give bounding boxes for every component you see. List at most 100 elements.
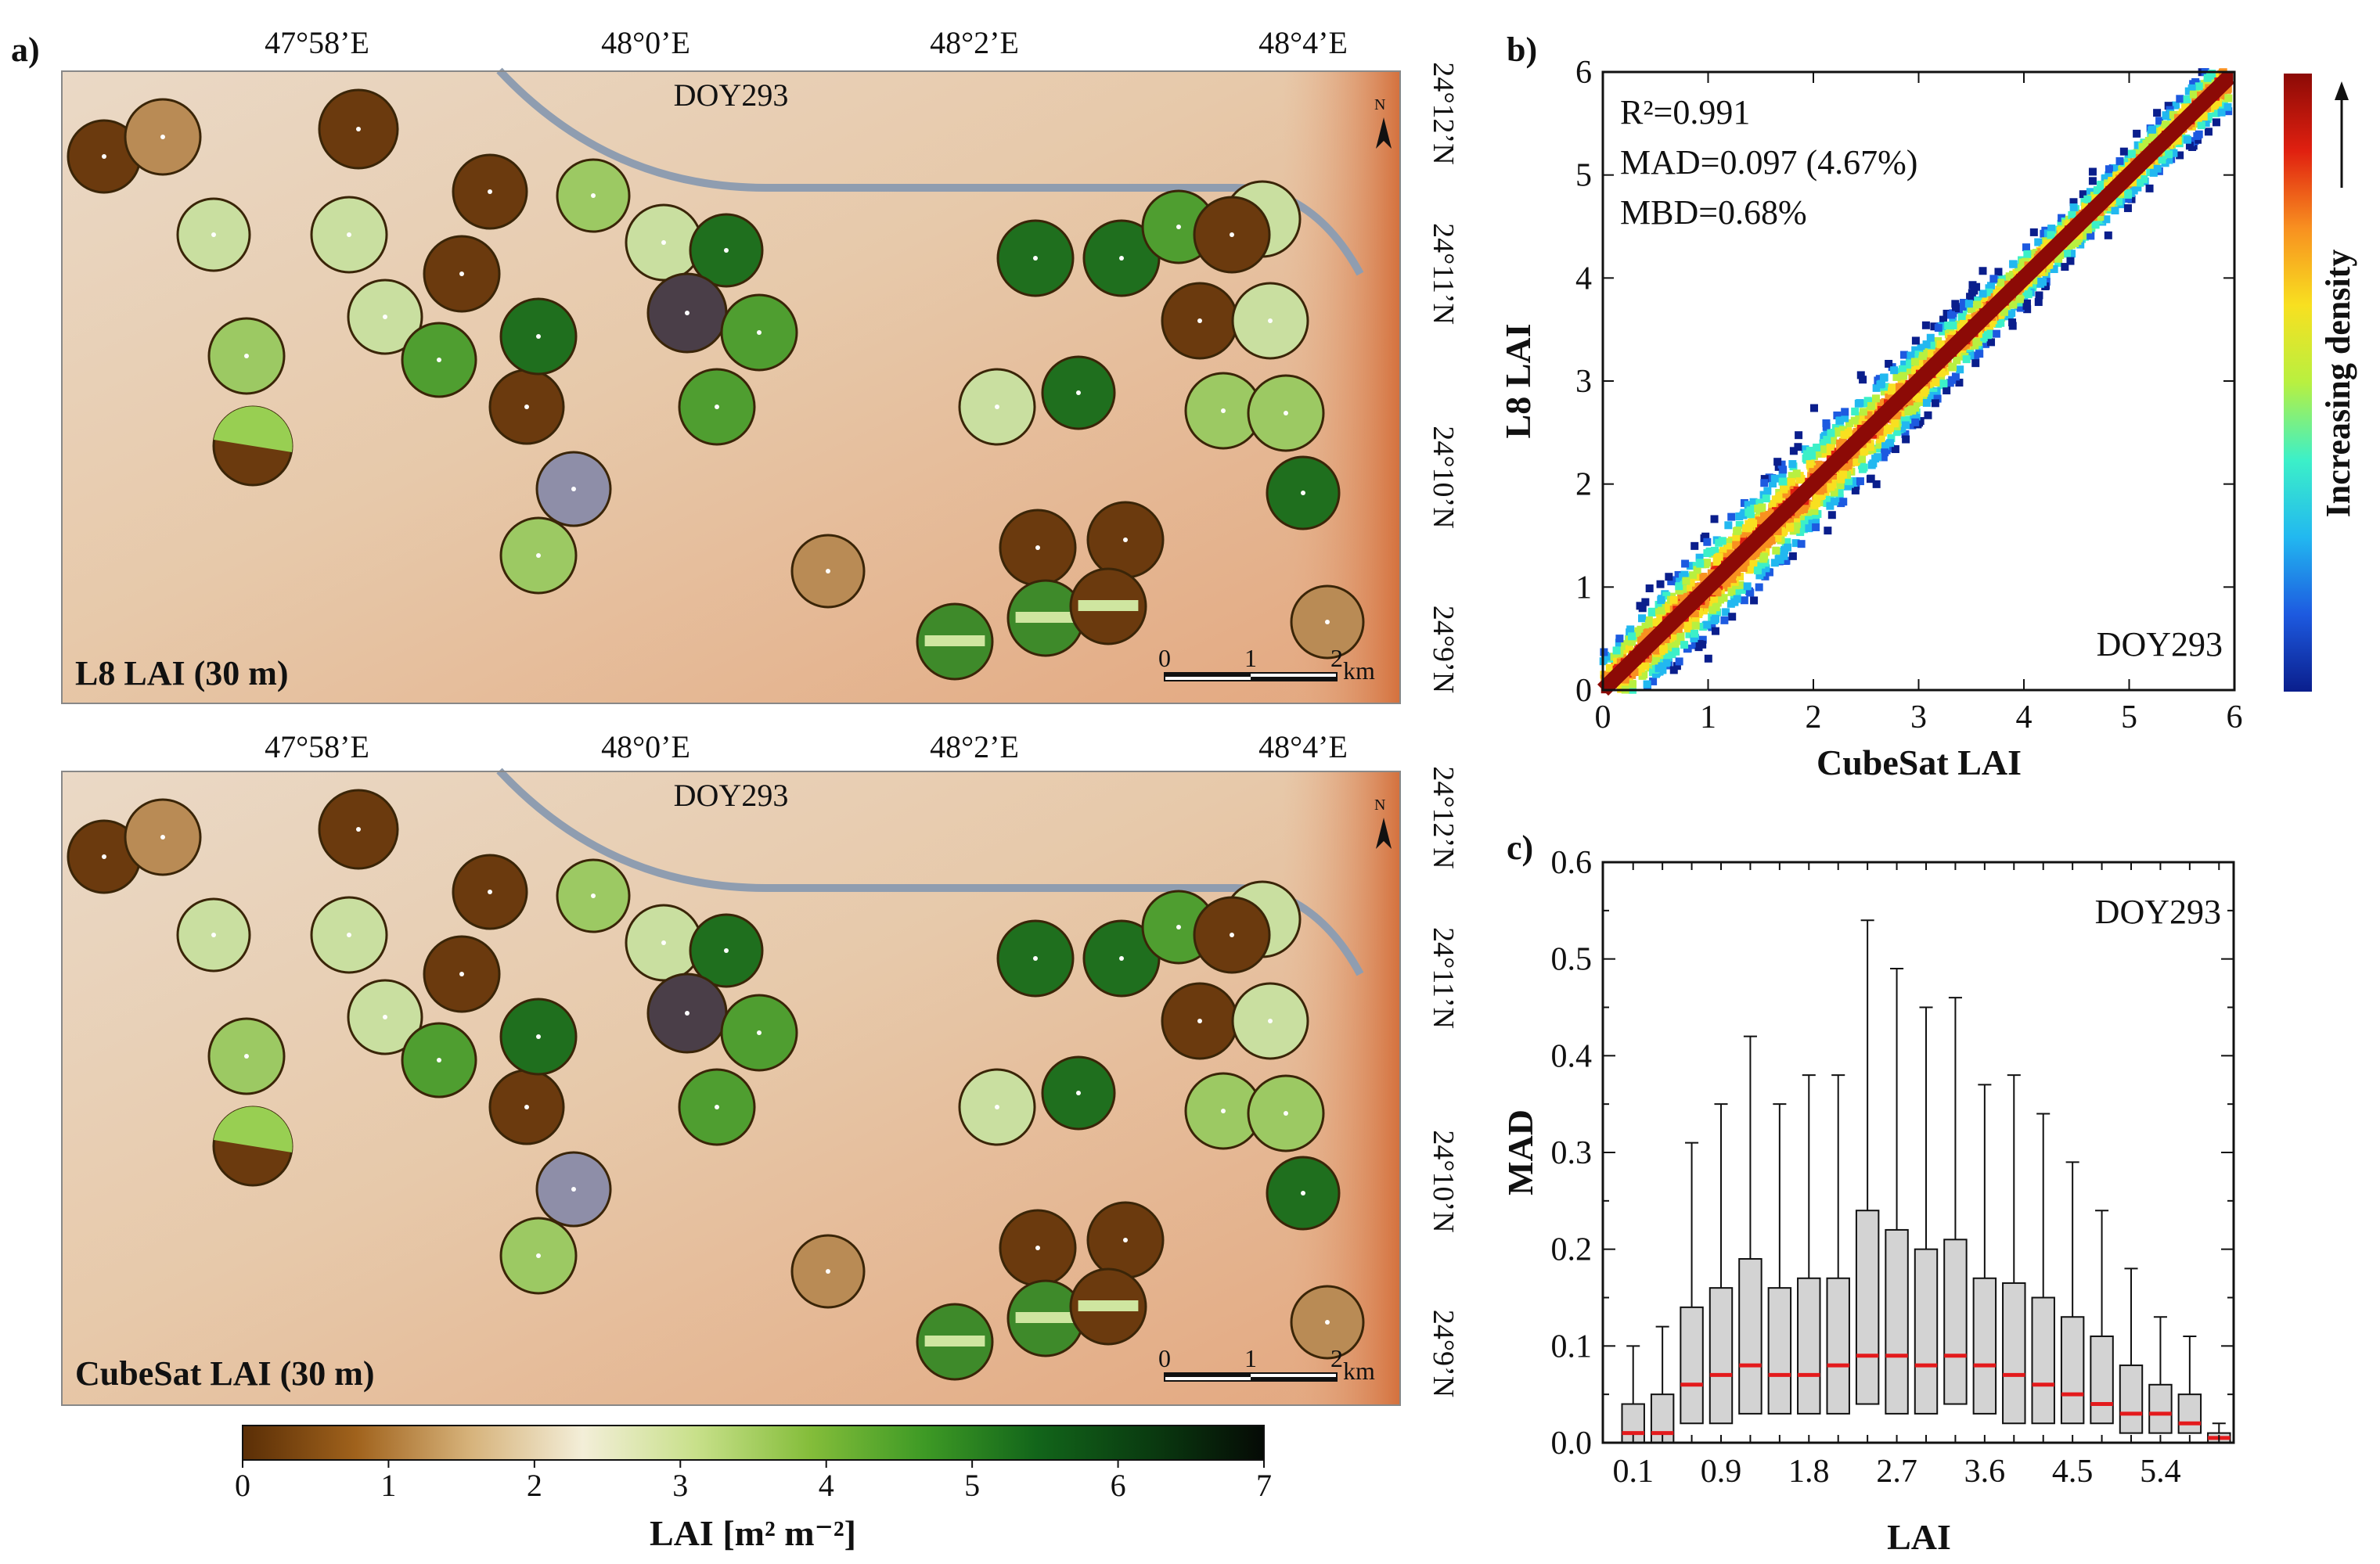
panel-c-label: c) <box>1507 829 1533 867</box>
density-point <box>2162 112 2171 120</box>
pivot-center <box>211 232 216 237</box>
box-iqr <box>2148 1383 2173 1434</box>
pivot-center <box>244 1054 249 1059</box>
map-doy-label: DOY293 <box>674 778 789 813</box>
density-point <box>1732 541 1741 549</box>
density-point <box>1890 366 1899 375</box>
density-point <box>1687 578 1695 587</box>
density-point <box>2133 149 2141 157</box>
lat-tick: 24°9’N <box>1427 1310 1460 1397</box>
density-point <box>1943 387 1951 395</box>
density-point <box>1691 617 1700 625</box>
density-point <box>1786 523 1795 531</box>
density-point <box>1672 647 1680 656</box>
density-point <box>1679 620 1687 628</box>
density-point <box>1710 515 1719 523</box>
density-point <box>2041 282 2050 290</box>
density-point <box>1885 424 1894 433</box>
density-point <box>1736 572 1744 581</box>
density-point <box>1856 477 1864 486</box>
density-point <box>1808 451 1817 460</box>
density-point <box>1739 511 1748 520</box>
density-point <box>1662 591 1671 600</box>
pivot-center <box>661 240 666 245</box>
density-point <box>1670 632 1679 641</box>
density-point <box>2192 120 2201 128</box>
density-point <box>1879 453 1888 462</box>
panel-c-boxplot: 0.0 0.1 0.2 0.3 0.4 0.5 0.6 0.1 0.9 1.8 2.7 3.6 4.5 5… <box>1500 845 2235 1557</box>
density-point <box>1817 492 1825 501</box>
density-point <box>1659 645 1668 653</box>
density-point <box>1906 366 1914 375</box>
lat-ticks-top: 24°12’N 24°11’N 24°10’N 24°9’N <box>1427 62 1460 693</box>
density-point <box>1880 387 1889 396</box>
pivot-center <box>488 890 492 894</box>
pivot-center <box>1301 491 1305 495</box>
density-point <box>1840 430 1849 439</box>
density-point <box>1951 304 1960 313</box>
density-point <box>1910 412 1918 420</box>
density-point <box>1938 368 1946 376</box>
density-point <box>2217 108 2226 117</box>
density-point <box>1748 552 1757 560</box>
density-point <box>2047 225 2056 233</box>
density-point <box>2133 141 2142 149</box>
density-point <box>2105 165 2113 174</box>
axes-b: 0 1 2 3 4 5 6 0 1 2 3 4 5 6 <box>1575 55 2243 735</box>
density-point <box>1968 305 1976 314</box>
density-point <box>1830 498 1838 506</box>
pivot-center <box>1284 411 1288 415</box>
density-point <box>1939 315 1948 324</box>
density-point <box>2108 177 2116 185</box>
map-cubesat: DOY293 CubeSat LAI (30 m) N 0 1 2 km <box>61 768 1401 1406</box>
density-point <box>1812 523 1820 531</box>
density-point <box>2000 307 2008 316</box>
lat-ticks-bottom: 24°12’N 24°11’N 24°10’N 24°9’N <box>1427 766 1460 1397</box>
density-point <box>1791 510 1800 519</box>
density-point <box>1861 417 1870 426</box>
density-point <box>1708 623 1716 631</box>
density-point <box>2159 126 2167 135</box>
density-point <box>1817 498 1826 507</box>
density-point <box>1786 518 1795 527</box>
density-point <box>1892 428 1901 437</box>
density-point <box>1615 638 1623 647</box>
density-point <box>1773 534 1782 542</box>
density-point <box>2009 260 2018 268</box>
density-point <box>2023 250 2032 258</box>
density-point <box>2014 263 2022 271</box>
density-point <box>1853 458 1861 466</box>
y-tick-label: 3 <box>1575 364 1592 400</box>
density-point <box>1917 343 1926 352</box>
density-point <box>2093 185 2101 194</box>
panel-b-density-scatter: 0 1 2 3 4 5 6 0 1 2 3 4 5 6 R²=0.991 MAD=0.097 (4.67%… <box>1498 55 2357 782</box>
density-point <box>1836 481 1845 490</box>
density-point <box>1997 318 2005 327</box>
stat-mbd: MBD=0.68% <box>1620 193 1807 232</box>
density-point <box>1856 371 1865 379</box>
x-tick-label: 4 <box>2016 699 2033 735</box>
density-point <box>2063 250 2072 258</box>
density-point <box>2149 168 2158 177</box>
density-point <box>1685 630 1694 638</box>
density-point <box>1715 552 1723 561</box>
box-iqr <box>1708 1287 1734 1425</box>
map-title: L8 LAI (30 m) <box>75 654 289 692</box>
north-arrow-icon <box>1376 818 1392 849</box>
density-point <box>1654 608 1663 617</box>
density-point <box>1929 391 1938 400</box>
density-point <box>2148 125 2157 134</box>
density-point <box>2012 268 2021 277</box>
box-iqr <box>1914 1248 1939 1415</box>
density-point <box>1757 520 1766 529</box>
density-point <box>2115 197 2123 206</box>
pivot-center <box>160 835 165 840</box>
density-point <box>2169 149 2178 157</box>
density-point <box>1830 488 1838 497</box>
density-point <box>1699 573 1708 581</box>
pivot-center <box>1035 545 1040 550</box>
scale-tick: 0 <box>1158 1344 1171 1372</box>
pivot-center <box>356 127 361 131</box>
pivot-center <box>102 854 106 859</box>
box <box>2002 1074 2026 1425</box>
